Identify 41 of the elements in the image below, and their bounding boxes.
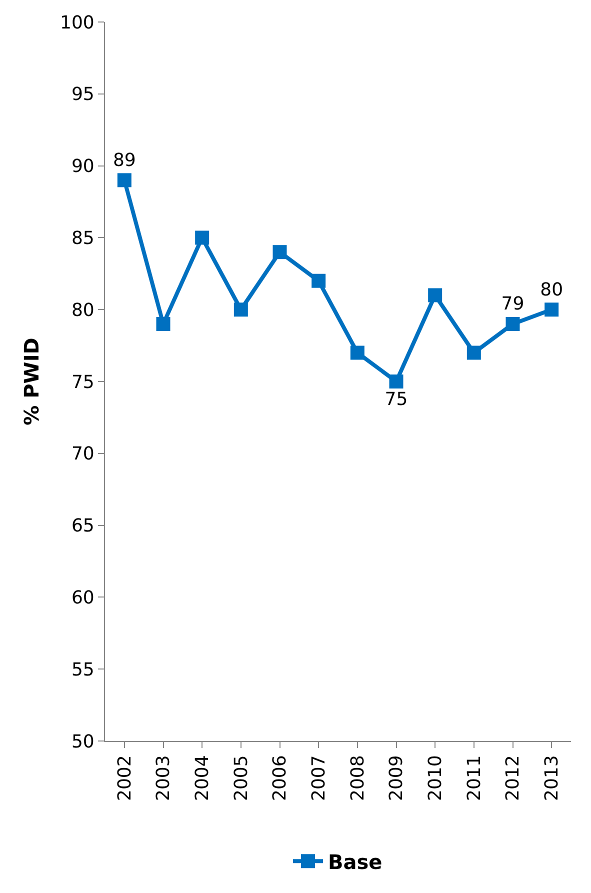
point: [466, 346, 481, 360]
y-tick-label: 65: [71, 516, 94, 537]
x-tick-label: 2011: [464, 755, 485, 802]
point: [350, 346, 364, 360]
y-tick-label: 80: [71, 300, 94, 321]
data-label: 89: [112, 150, 136, 171]
point: [272, 245, 287, 260]
y-tick-label: 85: [71, 228, 94, 249]
x-tick-label: 2010: [424, 755, 446, 802]
y-tick-label: 100: [60, 12, 94, 34]
point: [428, 288, 442, 302]
y-tick-label: 70: [71, 444, 94, 465]
y-tick-label: 60: [71, 588, 94, 608]
x-tick-label: 2012: [502, 755, 524, 802]
point: [234, 302, 248, 317]
data-label: 80: [540, 279, 564, 300]
point: [389, 374, 404, 388]
data-label: 75: [384, 388, 408, 410]
y-tick-label: 90: [71, 156, 94, 178]
x-tick-label: 2013: [541, 755, 562, 802]
point: [312, 274, 326, 288]
data-label: 79: [501, 294, 524, 315]
point: [506, 316, 520, 331]
y-axis-title: % PWID: [20, 338, 44, 426]
x-tick-label: 2004: [192, 755, 213, 802]
point: [117, 173, 132, 188]
x-tick-label: 2008: [347, 755, 368, 802]
x-tick-label: 2009: [386, 755, 408, 802]
x-tick-label: 2007: [308, 755, 330, 802]
legend-label: Base: [328, 850, 382, 874]
y-tick-label: 75: [71, 372, 94, 393]
x-tick-label: 2005: [230, 755, 252, 802]
y-tick-label: 50: [71, 731, 94, 752]
point: [195, 230, 210, 245]
x-tick-label: 2002: [114, 755, 136, 802]
x-tick-label: 2006: [270, 755, 291, 802]
y-tick-label: 95: [71, 84, 94, 106]
point: [544, 302, 559, 317]
y-tick-label: 55: [71, 659, 94, 680]
x-tick-label: 2003: [153, 755, 174, 802]
point: [156, 316, 170, 331]
